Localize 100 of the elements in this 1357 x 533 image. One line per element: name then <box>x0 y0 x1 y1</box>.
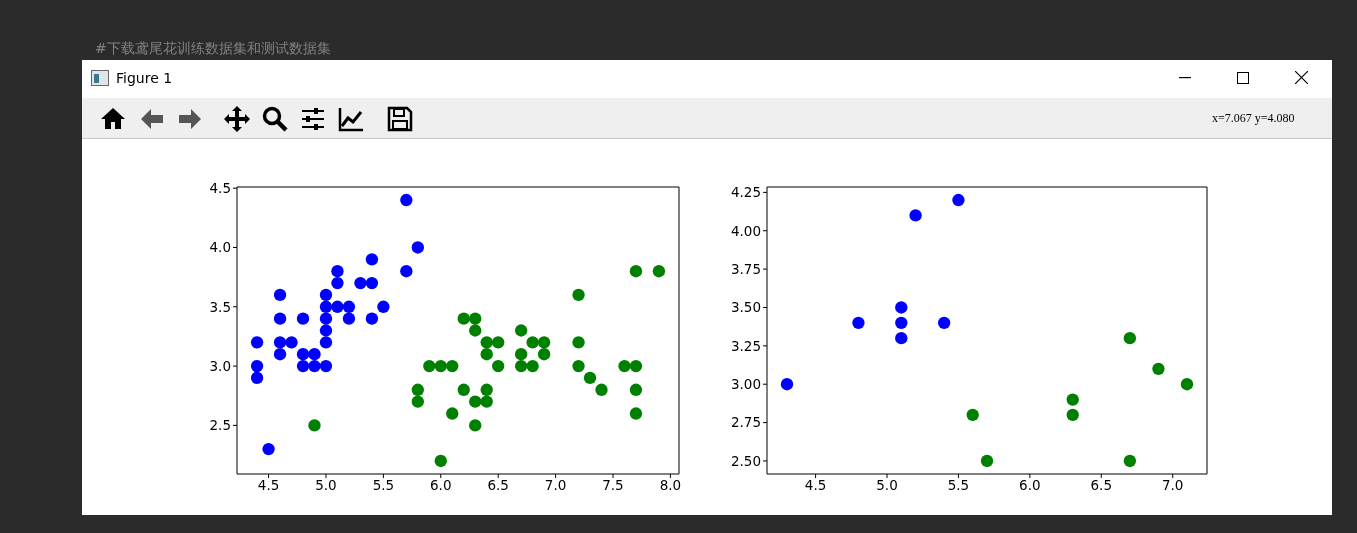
x-tick-label: 7.5 <box>602 476 624 493</box>
point <box>250 371 264 385</box>
point <box>895 301 908 314</box>
point <box>331 300 344 313</box>
point <box>469 312 482 325</box>
y-tick-label: 3.50 <box>730 299 761 316</box>
x-tick-label: 6.5 <box>487 476 509 493</box>
point <box>780 378 794 391</box>
point <box>595 383 608 396</box>
point <box>273 336 287 349</box>
y-tick-label: 3.5 <box>209 298 231 315</box>
point <box>537 348 551 361</box>
point <box>514 348 528 361</box>
point <box>319 324 333 337</box>
x-tick-label: 7.0 <box>544 476 567 493</box>
point <box>319 300 333 313</box>
point <box>411 395 424 408</box>
point <box>446 407 459 420</box>
point <box>319 312 333 325</box>
x-tick-label: 7.0 <box>1161 476 1184 493</box>
point <box>618 359 631 373</box>
point <box>1066 393 1079 406</box>
point <box>514 324 528 337</box>
point <box>446 359 459 373</box>
point <box>469 419 482 432</box>
point <box>434 454 447 468</box>
y-tick-label: 2.75 <box>730 414 761 431</box>
point <box>308 348 321 361</box>
point <box>492 359 505 373</box>
point <box>1180 378 1194 391</box>
point <box>319 359 333 373</box>
point <box>852 316 865 329</box>
point <box>342 312 356 325</box>
point <box>1123 332 1137 345</box>
point <box>354 276 367 290</box>
point <box>480 383 493 396</box>
y-tick-label: 3.25 <box>730 337 761 354</box>
x-tick-label: 6.5 <box>1090 476 1113 493</box>
point <box>492 336 505 349</box>
x-tick-label: 5.0 <box>315 476 337 493</box>
point <box>526 359 539 373</box>
point <box>895 316 908 329</box>
point <box>400 193 413 207</box>
point <box>629 407 643 420</box>
point <box>480 395 493 408</box>
x-tick-label: 4.5 <box>804 476 827 493</box>
point <box>365 276 379 290</box>
point <box>411 383 424 396</box>
y-tick-label: 3.00 <box>730 376 761 393</box>
point <box>319 288 333 302</box>
point <box>537 336 551 349</box>
point <box>377 300 390 313</box>
point <box>469 395 482 408</box>
y-tick-label: 3.75 <box>730 260 761 277</box>
point <box>583 371 597 385</box>
point <box>365 312 379 325</box>
caption: Figure 1 <box>116 70 173 86</box>
x-tick-label: 5.0 <box>876 476 898 493</box>
point <box>572 336 585 349</box>
point <box>469 324 482 337</box>
point <box>285 336 298 349</box>
point <box>273 348 287 361</box>
point <box>895 332 908 345</box>
y-tick-label: 2.50 <box>730 452 761 469</box>
point <box>629 265 643 278</box>
point <box>273 312 287 325</box>
point <box>514 359 528 373</box>
text: x=7.067 y=4.080 <box>1212 111 1295 126</box>
point <box>572 288 585 302</box>
point <box>434 359 447 373</box>
point <box>952 193 965 207</box>
x-tick-label: 5.5 <box>947 476 970 493</box>
x-tick-label: 5.5 <box>372 476 395 493</box>
point <box>526 336 539 349</box>
y-tick-label: 4.25 <box>730 184 761 201</box>
point <box>250 359 264 373</box>
text: #下载鸢尾花训练数据集和测试数据集 <box>95 40 331 58</box>
point <box>909 209 922 222</box>
y-tick-label: 4.0 <box>209 239 231 256</box>
point <box>331 276 344 290</box>
point <box>966 408 979 422</box>
y-tick-label: 4.00 <box>730 222 761 239</box>
point <box>457 383 470 396</box>
point <box>1123 454 1137 468</box>
point <box>273 288 287 302</box>
point <box>342 300 356 313</box>
point <box>980 454 994 468</box>
point <box>296 348 310 361</box>
point <box>411 241 424 254</box>
point <box>296 312 310 325</box>
point <box>572 359 585 373</box>
point <box>308 419 321 432</box>
point <box>308 359 321 373</box>
point <box>629 383 643 396</box>
point <box>296 359 310 373</box>
y-tick-label: 4.5 <box>209 179 231 196</box>
point <box>937 316 951 329</box>
y-tick-label: 3.0 <box>209 357 231 374</box>
x-tick-label: 4.5 <box>257 476 280 493</box>
point <box>365 253 379 266</box>
